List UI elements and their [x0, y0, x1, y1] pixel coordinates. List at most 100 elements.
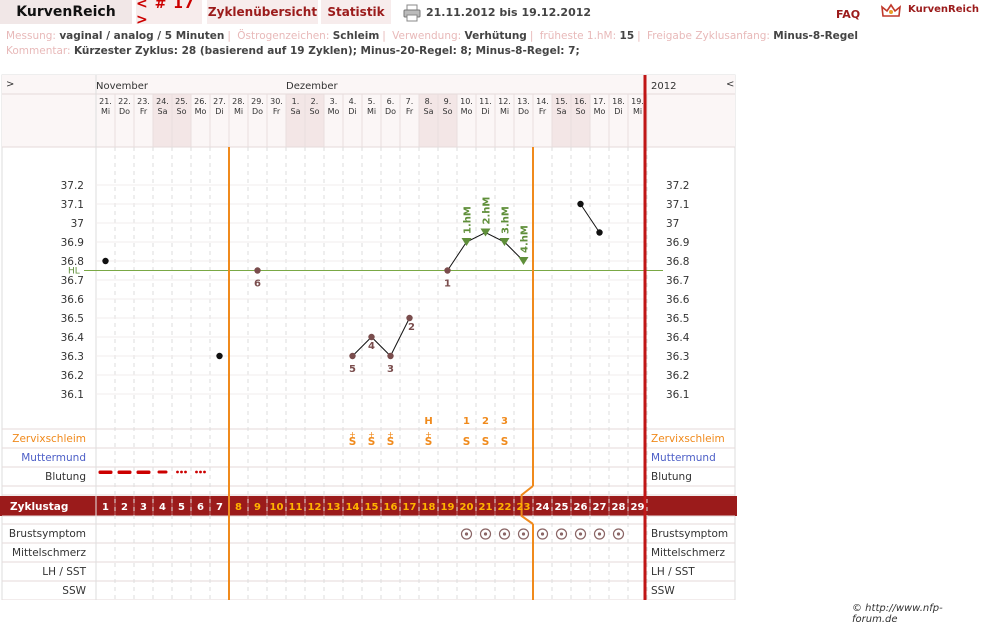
- temp-curve: [352, 317, 410, 357]
- bleeding-spotting: [180, 470, 183, 474]
- app-logo[interactable]: KurvenReich: [0, 0, 132, 24]
- day-weekday: Do: [119, 107, 130, 116]
- row-label-breast: Brustsymptom: [9, 528, 86, 540]
- weekend-cell: [552, 94, 571, 147]
- temp-axis-label-right: 36.5: [666, 313, 689, 325]
- day-date: 28.: [232, 97, 245, 106]
- tab-cycle-overview[interactable]: Zyklenübersicht: [207, 0, 318, 24]
- row-label-right-ssw: SSW: [651, 585, 675, 597]
- day-weekday: So: [310, 107, 320, 116]
- day-weekday: Di: [348, 107, 356, 116]
- temp-point: [102, 257, 109, 265]
- cycleday-number: 9: [254, 502, 261, 513]
- estrogen-value: Schleim: [332, 30, 380, 42]
- row-label-midpain: Mittelschmerz: [12, 547, 86, 559]
- day-date: 14.: [536, 97, 549, 106]
- day-weekday: Sa: [291, 107, 301, 116]
- cycleday-number: 21: [479, 502, 493, 513]
- temp-point-low: [254, 267, 261, 274]
- cycleday-number: 25: [555, 502, 569, 513]
- day-date: 15.: [555, 97, 568, 106]
- mucus-symbol: S: [349, 436, 357, 448]
- day-weekday: Fr: [273, 107, 281, 116]
- temp-axis-label-left: 36.9: [61, 237, 84, 249]
- temp-axis-label-right: 36.1: [666, 389, 689, 401]
- day-weekday: Mi: [367, 107, 376, 116]
- row-label-cervix: Muttermund: [21, 452, 86, 464]
- brand-name[interactable]: KurvenReich: [908, 4, 980, 15]
- printer-icon[interactable]: [403, 4, 421, 22]
- tab-statistics[interactable]: Statistik: [321, 0, 391, 24]
- breast-symptom-icon-dot: [578, 532, 583, 536]
- cycleday-number: 18: [422, 502, 436, 513]
- low-count-label: 5: [349, 364, 356, 375]
- scroll-left-arrow[interactable]: >: [6, 79, 14, 90]
- mucus-plus: +: [387, 430, 394, 439]
- mucus-symbol: S: [368, 436, 376, 448]
- scroll-right-arrow[interactable]: <: [726, 79, 734, 90]
- mucus-peak-marker: 2: [482, 416, 489, 427]
- cycleday-number: 22: [498, 502, 512, 513]
- temp-axis-label-right: 37.1: [666, 199, 689, 211]
- day-date: 7.: [406, 97, 414, 106]
- low-count-label: 3: [387, 364, 394, 375]
- temp-axis-label-left: 36.6: [61, 294, 85, 306]
- temp-axis-label-right: 36.4: [666, 332, 690, 344]
- mucus-symbol: S: [387, 436, 395, 448]
- day-weekday: Fr: [406, 107, 414, 116]
- temp-point-low: [444, 267, 451, 274]
- hm-label: 1.hM: [463, 206, 474, 234]
- mucus-symbol: S: [501, 436, 509, 448]
- breast-symptom-icon: [574, 528, 587, 540]
- temp-axis-label-right: 37.2: [666, 180, 689, 192]
- day-date: 6.: [387, 97, 395, 106]
- bleeding-spotting: [195, 470, 198, 474]
- temp-point-high: [461, 238, 472, 246]
- temp-axis-label-left: 37.1: [61, 199, 84, 211]
- day-weekday: Sa: [557, 107, 567, 116]
- chart-header-bg: [2, 75, 735, 147]
- temp-axis-label-left: 36.3: [61, 351, 84, 363]
- weekend-cell: [305, 94, 324, 147]
- day-weekday: Fr: [140, 107, 148, 116]
- hm-label: 4.hM: [520, 225, 531, 253]
- top-bar: KurvenReich < # 17 > Zyklenübersicht Sta…: [0, 0, 981, 28]
- copyright: © http://www.nfp-forum.de: [852, 603, 943, 625]
- row-label-ssw: SSW: [62, 585, 86, 597]
- temp-axis-label-left: 36.8: [61, 256, 84, 268]
- row-label-right-breast: Brustsymptom: [651, 528, 728, 540]
- row-label-right-bleeding: Blutung: [651, 471, 692, 483]
- temp-axis-label-left: 36.5: [61, 313, 84, 325]
- temp-axis-label-left: 36.2: [61, 370, 84, 382]
- day-date: 24.: [156, 97, 169, 106]
- cycleday-number: 12: [308, 502, 322, 513]
- cycleday-number: 5: [178, 502, 185, 513]
- hm-label: 3.hM: [501, 206, 512, 234]
- cycleday-bar-right: [647, 496, 737, 516]
- day-weekday: Di: [614, 107, 622, 116]
- weekend-cell: [172, 94, 191, 147]
- month-label: November: [96, 81, 149, 92]
- faq-link[interactable]: FAQ: [836, 8, 861, 21]
- bleeding-heavy: [98, 470, 113, 474]
- weekend-cell: [419, 94, 438, 147]
- cycleday-number: 26: [574, 502, 588, 513]
- fertile-end-notch: [520, 485, 534, 525]
- breast-symptom-icon-dot: [616, 532, 621, 536]
- bleeding-spotting: [184, 470, 187, 474]
- mucus-peak-marker: H: [424, 416, 432, 427]
- cycleday-number: 27: [593, 502, 607, 513]
- temp-axis-label-left: 36.7: [61, 275, 84, 287]
- measure-label: Messung:: [6, 30, 56, 42]
- row-label-bleeding: Blutung: [45, 471, 86, 483]
- bleeding-spotting: [176, 470, 179, 474]
- temp-axis-label-left: 37: [71, 218, 84, 230]
- temp-axis-label-left: 37.2: [61, 180, 84, 192]
- row-label-right-mucus: Zervixschleim: [651, 433, 725, 445]
- day-date: 12.: [498, 97, 511, 106]
- day-date: 22.: [118, 97, 131, 106]
- cycleday-number: 7: [216, 502, 223, 513]
- cycle-navigator[interactable]: < # 17 >: [136, 0, 202, 28]
- hl-label: HL: [68, 267, 80, 277]
